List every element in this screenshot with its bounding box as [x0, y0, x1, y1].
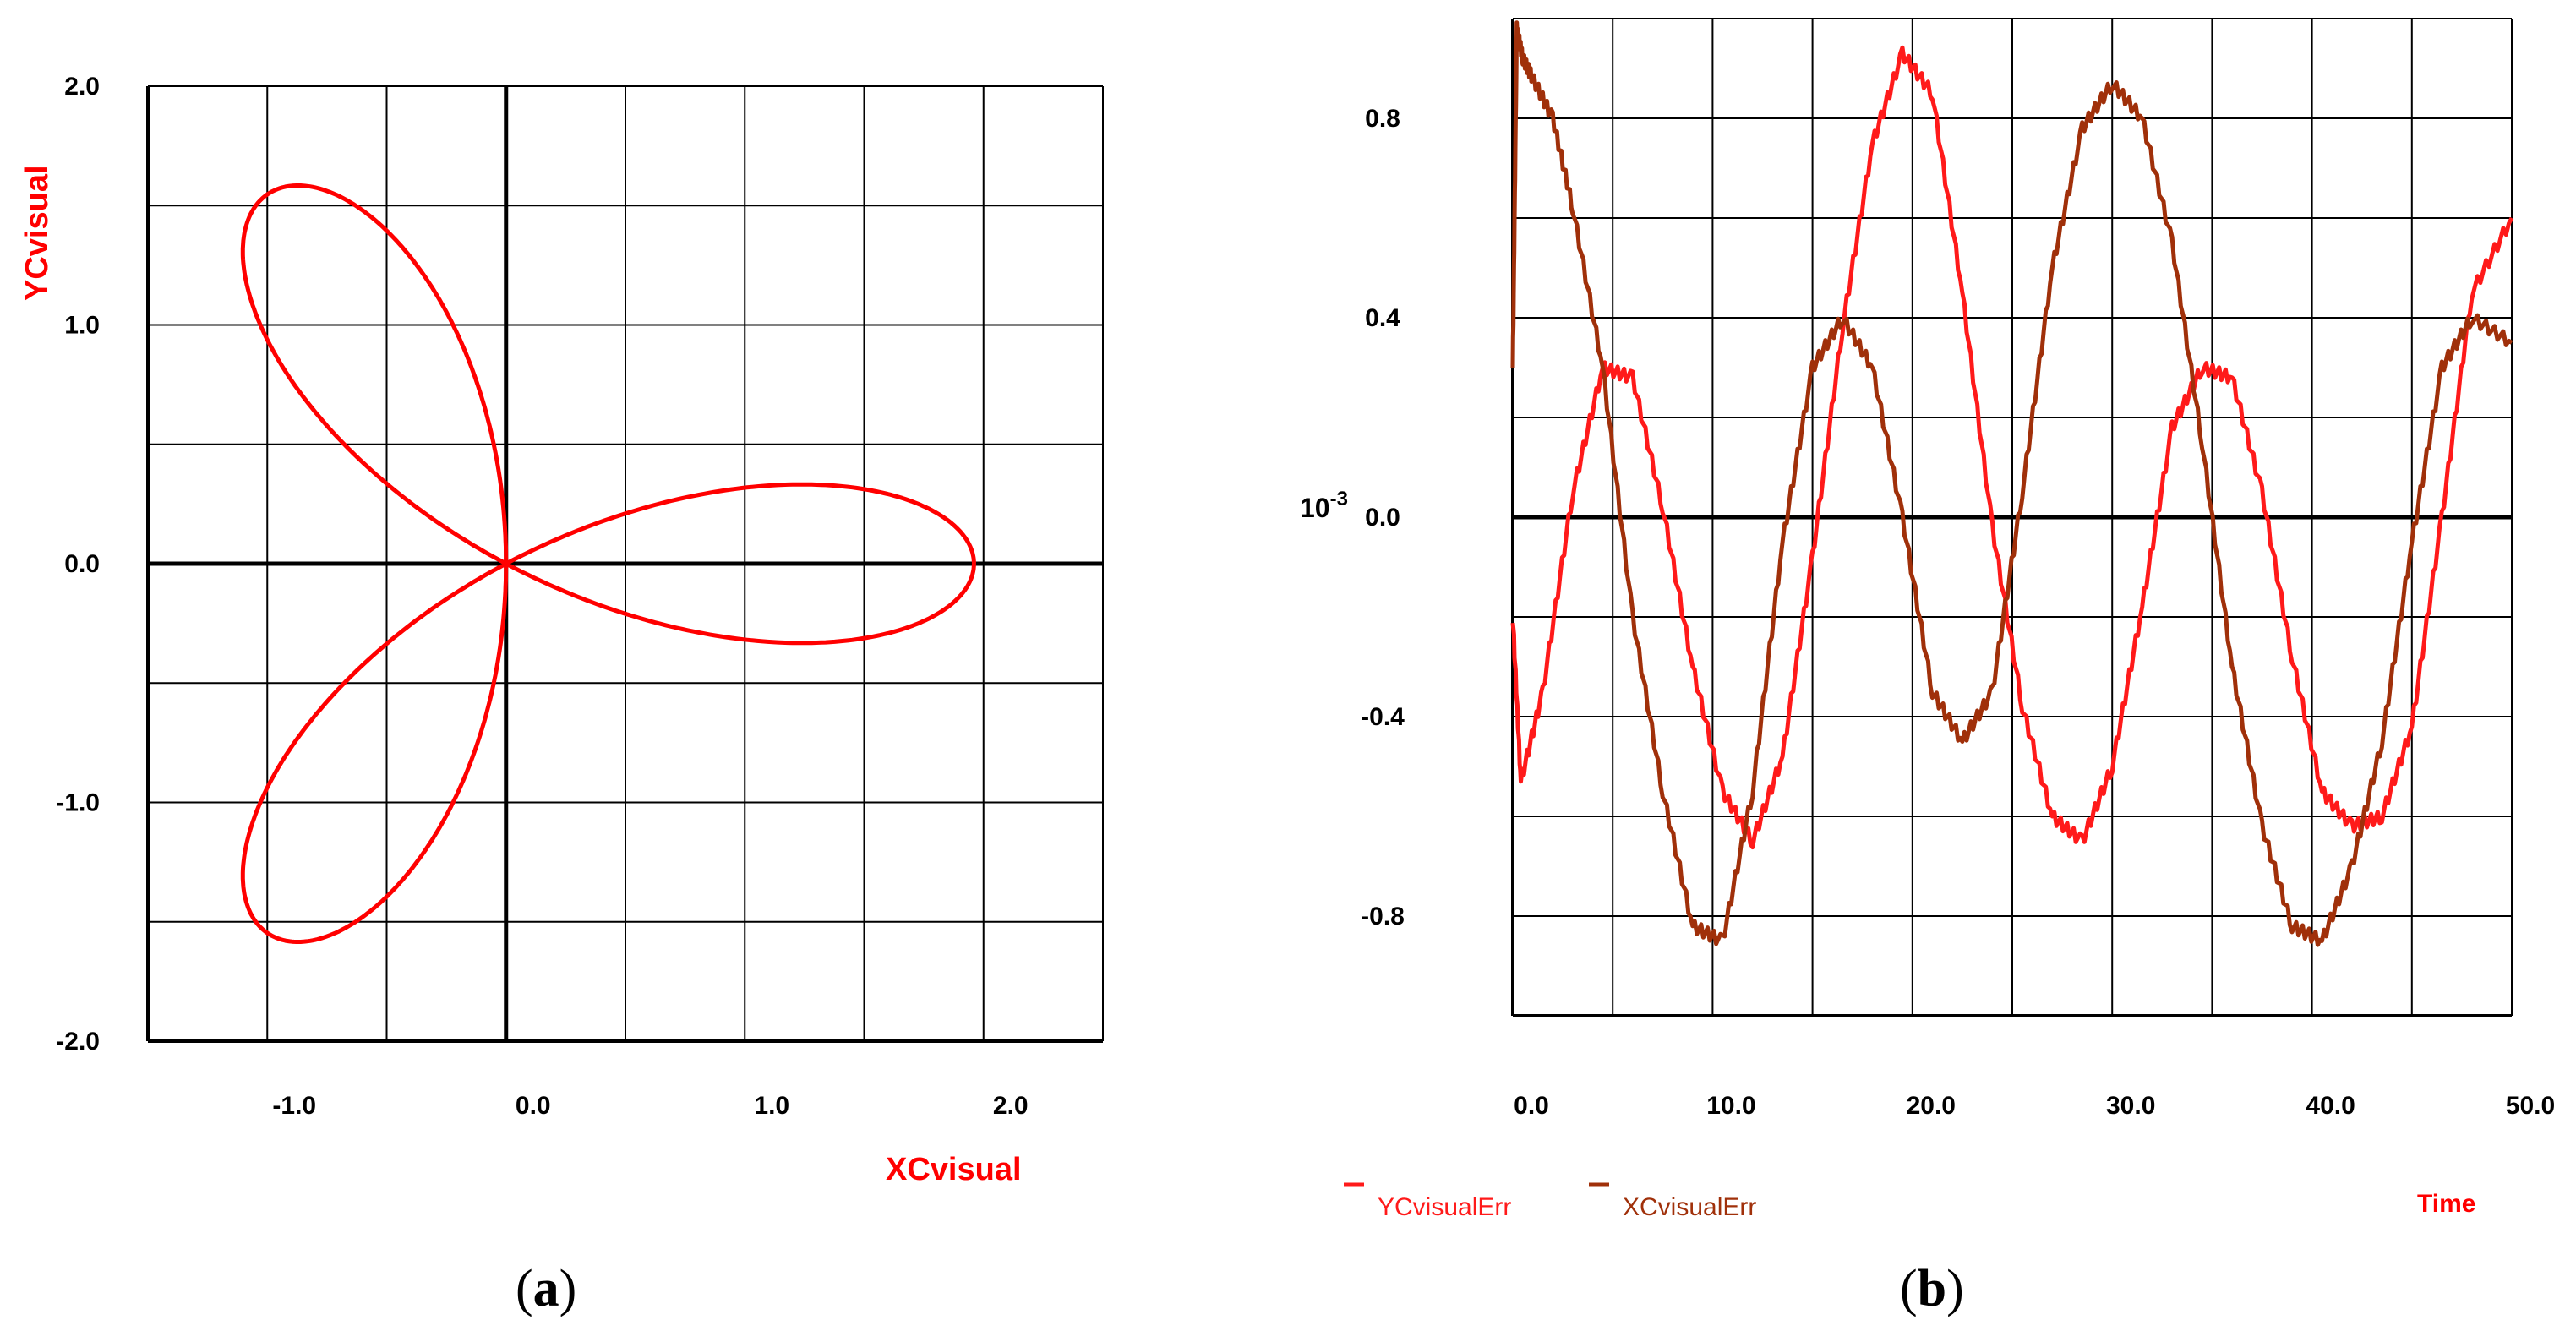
- panel-a-caption-close: ): [559, 1260, 577, 1317]
- legend-label-xcvisualerr: XCvisualErr: [1623, 1193, 1756, 1221]
- panel-b-x-tick-label: 0.0: [1514, 1092, 1549, 1120]
- panel-b-series-ycvisualerr: [1510, 45, 2514, 850]
- panel-a-y-tick-label: 0.0: [64, 550, 100, 578]
- panel-b-caption-open: (: [1900, 1260, 1918, 1317]
- panel-a-caption: (a): [516, 1260, 576, 1317]
- panel-a-y-tick-label: -1.0: [56, 789, 100, 817]
- legend-label-ycvisualerr: YCvisualErr: [1378, 1193, 1511, 1221]
- panel-b-legend: YCvisualErr XCvisualErr: [1344, 1182, 1756, 1221]
- panel-b-series-xcvisualerr: [1510, 20, 2513, 947]
- panel-a-x-tick-label: 0.0: [516, 1092, 551, 1120]
- panel-a-ylabel: YCvisual: [19, 165, 55, 301]
- panel-a-x-tick-label: 1.0: [754, 1092, 789, 1120]
- panel-a-x-tick-label: -1.0: [272, 1092, 316, 1120]
- panel-a-xlabel: XCvisual: [886, 1152, 1022, 1187]
- panel-b-x-tick-label: 40.0: [2306, 1092, 2355, 1120]
- panel-b-scale-exponent: -3: [1330, 488, 1348, 510]
- panel-b-y-tick-label: -0.4: [1361, 703, 1405, 731]
- panel-b-y-tick-label: 0.0: [1365, 504, 1400, 532]
- panel-b-xlabel: Time: [2417, 1190, 2475, 1218]
- panel-b-caption-letter: b: [1918, 1260, 1946, 1317]
- panel-b-scale-base: 10: [1300, 493, 1330, 523]
- panel-b-x-tick-label: 10.0: [1706, 1092, 1755, 1120]
- panel-b-y-tick-label: -0.8: [1361, 903, 1405, 930]
- panel-b-chart: 0.0 10.0 20.0 30.0 40.0 50.0 0.8 0.4 0.0 -0.4 -0.8: [1361, 18, 2555, 1120]
- panel-b-y-tick-label: 0.4: [1365, 304, 1400, 332]
- panel-b-scale: 10-3: [1300, 488, 1348, 523]
- panel-a-y-tick-label: -2.0: [56, 1028, 100, 1056]
- panel-a-rose-curve: [240, 183, 976, 944]
- panel-b-x-tick-label: 20.0: [1907, 1092, 1956, 1120]
- panel-a-y-tick-label: 1.0: [64, 312, 100, 340]
- panel-a-caption-letter: a: [533, 1260, 559, 1317]
- panel-a-y-tick-label: 2.0: [64, 73, 100, 101]
- panel-a-caption-open: (: [516, 1260, 533, 1317]
- panel-b-caption-close: ): [1946, 1260, 1964, 1317]
- panel-b-x-tick-label: 30.0: [2106, 1092, 2155, 1120]
- panel-b-caption: (b): [1900, 1260, 1964, 1317]
- panel-b-y-tick-label: 0.8: [1365, 105, 1400, 133]
- panel-a-chart: -1.0 0.0 1.0 2.0 2.0 1.0 0.0 -1.0 -2.0: [56, 73, 1104, 1120]
- panel-b-x-tick-label: 50.0: [2506, 1092, 2555, 1120]
- panel-a-x-tick-label: 2.0: [993, 1092, 1029, 1120]
